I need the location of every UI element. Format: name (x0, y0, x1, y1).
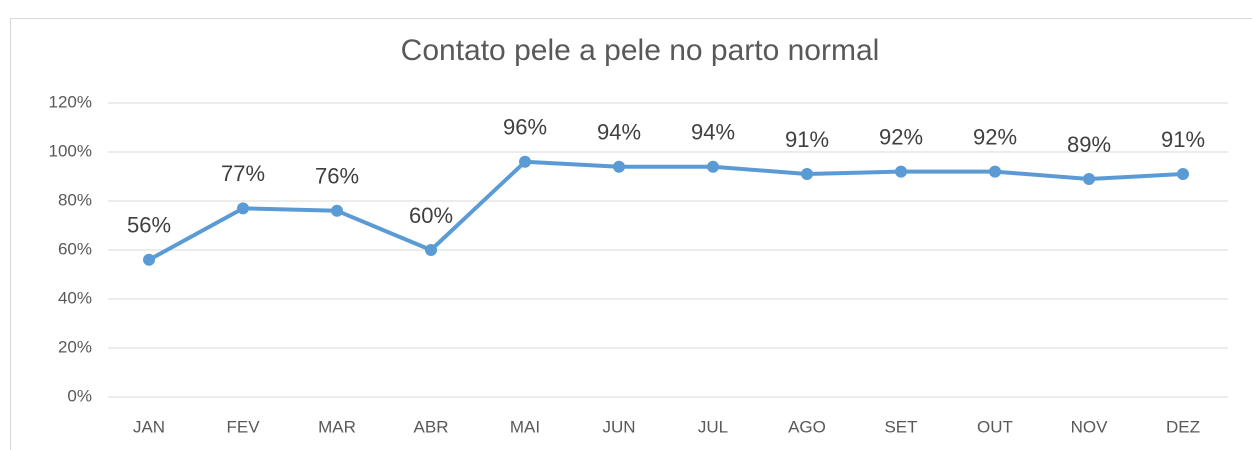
x-tick-label: OUT (977, 417, 1013, 436)
data-point (895, 165, 907, 178)
x-tick-label: DEZ (1166, 417, 1200, 436)
x-tick-label: ABR (414, 417, 449, 436)
data-label: 94% (597, 120, 641, 145)
y-tick-label: 100% (49, 141, 92, 160)
chart-title: Contato pele a pele no parto normal (401, 34, 880, 67)
data-label: 94% (691, 120, 735, 145)
x-tick-label: MAI (510, 417, 540, 436)
y-tick-label: 120% (49, 92, 92, 111)
data-point (331, 204, 343, 217)
x-tick-label: JUN (602, 417, 635, 436)
y-tick-label: 20% (58, 337, 92, 356)
data-point (801, 168, 813, 181)
x-tick-label: JAN (133, 417, 165, 436)
data-label: 56% (127, 213, 171, 238)
data-point (1083, 172, 1095, 185)
data-point (989, 165, 1001, 178)
series-line (148, 159, 1184, 262)
x-tick-label: JUL (698, 417, 728, 436)
data-label: 96% (503, 115, 547, 140)
data-point (1177, 168, 1189, 181)
data-point (613, 160, 625, 173)
data-point (237, 202, 249, 215)
data-label: 92% (879, 124, 923, 149)
chart-border (10, 18, 1252, 450)
data-label: 92% (973, 124, 1017, 149)
data-label: 89% (1067, 132, 1111, 157)
data-label: 91% (785, 127, 829, 152)
x-tick-label: NOV (1071, 417, 1109, 436)
data-label: 91% (1161, 127, 1205, 152)
data-label: 60% (409, 203, 453, 228)
data-label: 76% (315, 164, 359, 189)
y-tick-label: 40% (58, 288, 92, 307)
x-tick-label: SET (884, 417, 917, 436)
y-tick-label: 80% (58, 190, 92, 209)
x-tick-label: AGO (788, 417, 826, 436)
data-point (143, 253, 155, 266)
data-label: 77% (221, 161, 265, 186)
x-tick-label: FEV (226, 417, 260, 436)
x-tick-label: MAR (318, 417, 356, 436)
y-tick-label: 0% (67, 386, 92, 405)
data-point (707, 160, 719, 173)
data-point (519, 155, 531, 168)
y-tick-label: 60% (58, 239, 92, 258)
data-point (425, 244, 437, 256)
